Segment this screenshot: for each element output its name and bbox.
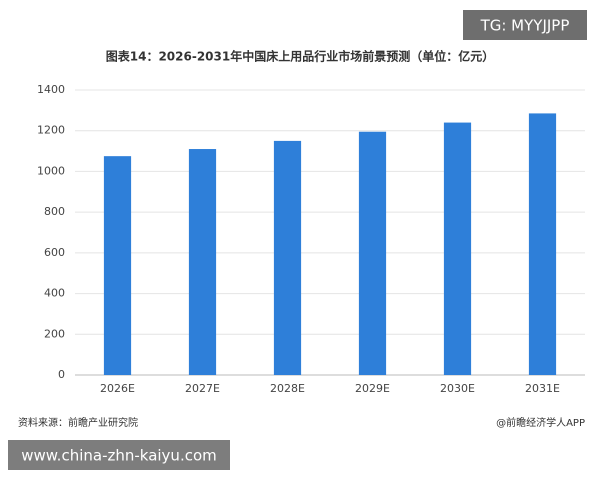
bar bbox=[103, 156, 132, 375]
credit-note: @前瞻经济学人APP bbox=[496, 416, 585, 429]
x-tick-label: 2030E bbox=[440, 382, 475, 395]
url-box bbox=[8, 440, 230, 470]
source-note: 资料来源：前瞻产业研究院 bbox=[18, 416, 138, 429]
x-tick-label: 2028E bbox=[270, 382, 305, 395]
y-tick-label: 1000 bbox=[37, 164, 65, 177]
tag-box bbox=[463, 10, 587, 40]
bar bbox=[273, 140, 302, 375]
y-tick-label: 1400 bbox=[37, 83, 65, 96]
x-tick-label: 2027E bbox=[185, 382, 220, 395]
bar bbox=[358, 131, 387, 375]
bar bbox=[188, 149, 217, 375]
y-tick-label: 600 bbox=[44, 246, 65, 259]
y-tick-label: 1200 bbox=[37, 124, 65, 137]
y-tick-label: 0 bbox=[58, 368, 65, 381]
chart-title: 图表14：2026-2031年中国床上用品行业市场前景预测（单位：亿元） bbox=[106, 49, 494, 64]
bar bbox=[443, 122, 472, 375]
x-tick-label: 2029E bbox=[355, 382, 390, 395]
bar bbox=[528, 113, 557, 376]
x-tick-label: 2031E bbox=[525, 382, 560, 395]
x-tick-label: 2026E bbox=[100, 382, 135, 395]
y-tick-label: 800 bbox=[44, 205, 65, 218]
tag-text: TG: MYYJJPP bbox=[480, 17, 570, 35]
y-tick-label: 400 bbox=[44, 287, 65, 300]
y-tick-label: 200 bbox=[44, 327, 65, 340]
url-text: www.china-zhn-kaiyu.com bbox=[21, 447, 217, 465]
